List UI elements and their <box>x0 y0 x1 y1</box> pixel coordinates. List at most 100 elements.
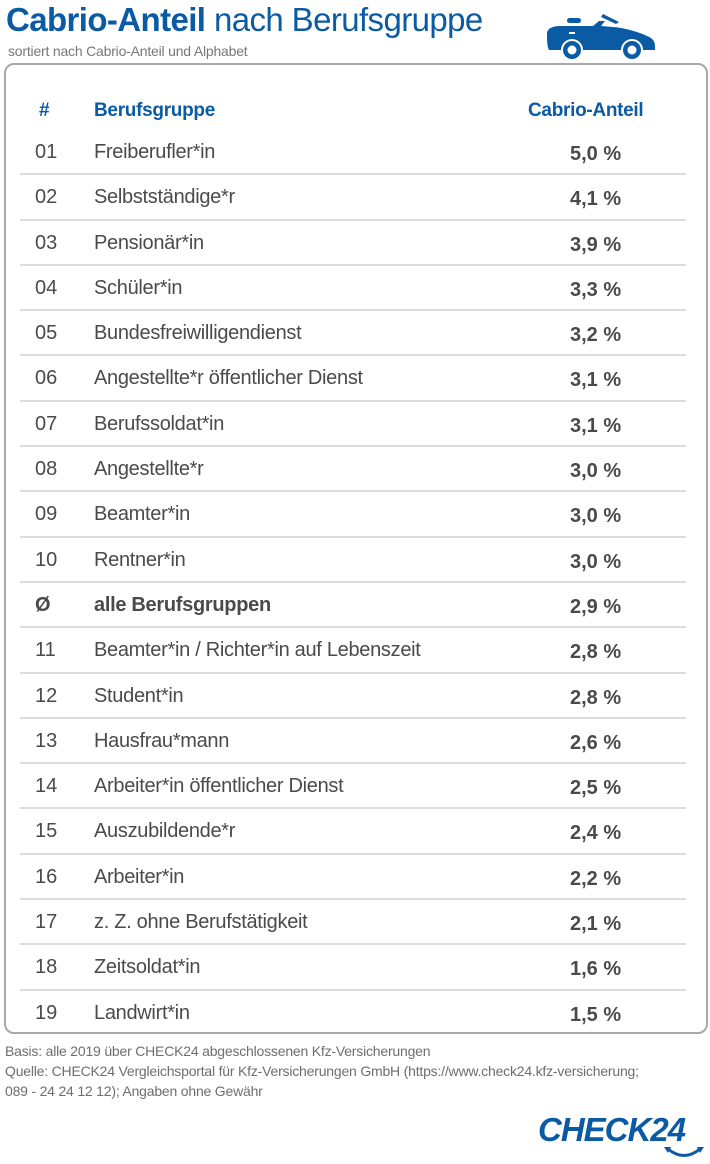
source-line: Quelle: CHECK24 Vergleichsportal für Kfz… <box>5 1063 639 1079</box>
rank: 05 <box>35 322 58 345</box>
group: Arbeiter*in <box>94 865 185 888</box>
table-row: 06 Angestellte*r öffentlicher Dienst 3,1 % <box>0 356 710 402</box>
group: Angestellte*r öffentlicher Dienst <box>94 367 363 390</box>
group: Hausfrau*mann <box>94 729 230 752</box>
table-body: 01 Freiberufler*in 5,0 % 02 Selbstständige*… <box>0 130 710 1036</box>
row-divider <box>20 354 686 357</box>
table-row: 12 Student*in 2,8 % <box>0 674 710 719</box>
row-divider <box>20 716 686 719</box>
rank: 04 <box>35 276 58 299</box>
table-row: 16 Arbeiter*in 2,2 % <box>0 855 710 901</box>
row-divider <box>20 490 686 493</box>
share: 4,1 % <box>570 188 622 211</box>
group: Pensionär*in <box>94 231 204 254</box>
table-row: 08 Angestellte*r 3,0 % <box>0 447 710 493</box>
subtitle: sortiert nach Cabrio-Anteil und Alphabet <box>8 43 248 59</box>
share: 3,0 % <box>570 550 622 573</box>
group: Arbeiter*in öffentlicher Dienst <box>94 775 344 798</box>
row-divider <box>20 535 686 538</box>
table-row: 11 Beamter*in / Richter*in auf Lebenszeit… <box>0 628 710 674</box>
table-row: 13 Hausfrau*mann 2,6 % <box>0 719 710 765</box>
table-row: 19 Landwirt*in 1,5 % <box>0 991 710 1036</box>
group: z. Z. ohne Berufstätigkeit <box>94 911 308 934</box>
group: Zeitsoldat*in <box>94 956 201 979</box>
column-header-share: Cabrio-Anteil <box>528 100 644 121</box>
row-divider <box>20 988 686 991</box>
rank: 07 <box>35 412 58 435</box>
rank: 11 <box>35 639 56 662</box>
share: 3,0 % <box>570 460 622 483</box>
table-frame <box>4 63 708 1034</box>
rank: 10 <box>35 548 58 571</box>
rank: 08 <box>35 458 58 481</box>
row-divider <box>20 898 686 901</box>
row-divider <box>20 173 686 176</box>
row-divider <box>20 762 686 765</box>
share: 2,8 % <box>570 686 622 709</box>
share: 3,1 % <box>570 414 622 437</box>
row-divider <box>20 445 686 448</box>
rank: 17 <box>35 911 58 934</box>
group: Schüler*in <box>94 276 183 299</box>
table-row: 05 Bundesfreiwilligendienst 3,2 % <box>0 311 710 357</box>
share: 2,2 % <box>570 867 622 890</box>
row-divider <box>20 943 686 946</box>
share: 2,1 % <box>570 913 622 936</box>
table-row: 02 Selbstständige*r 4,1 % <box>0 175 710 221</box>
source-note: Basis: alle 2019 über CHECK24 abgeschlos… <box>5 1041 710 1101</box>
rank: 01 <box>35 141 58 163</box>
rank: 13 <box>35 729 58 752</box>
share: 3,1 % <box>570 369 622 392</box>
table-row: 14 Arbeiter*in öffentlicher Dienst 2,5 % <box>0 764 710 810</box>
group: Beamter*in <box>94 503 190 526</box>
share: 3,9 % <box>570 233 622 256</box>
table-row: 15 Auszubildende*r 2,4 % <box>0 809 710 855</box>
row-divider <box>20 399 686 402</box>
title-bold: Cabrio-Anteil <box>6 1 206 38</box>
share: 3,0 % <box>570 505 622 528</box>
group: Freiberufler*in <box>94 141 216 163</box>
share: 3,2 % <box>570 324 622 347</box>
group: Berufssoldat*in <box>94 412 225 435</box>
basis-line: Basis: alle 2019 über CHECK24 abgeschlos… <box>5 1043 431 1059</box>
share: 3,3 % <box>570 278 622 301</box>
share: 5,0 % <box>570 143 622 165</box>
column-header-rank: # <box>39 100 50 121</box>
group: Angestellte*r <box>94 458 204 481</box>
logo-text: CHECK24 <box>538 1111 686 1148</box>
group: Beamter*in / Richter*in auf Lebenszeit <box>94 639 421 662</box>
table-row: 09 Beamter*in 3,0 % <box>0 492 710 538</box>
rank: 19 <box>35 1001 58 1024</box>
share: 2,5 % <box>570 777 622 800</box>
table-row: 04 Schüler*in 3,3 % <box>0 266 710 312</box>
share: 1,6 % <box>570 958 622 981</box>
group: Auszubildende*r <box>94 820 236 843</box>
average-symbol: Ø <box>35 593 51 616</box>
rank: 18 <box>35 956 58 979</box>
rank: 06 <box>35 367 58 390</box>
rank: 14 <box>35 775 58 798</box>
rank: 03 <box>35 231 58 254</box>
table-row: 03 Pensionär*in 3,9 % <box>0 221 710 266</box>
share: 2,9 % <box>570 595 622 618</box>
row-divider <box>20 218 686 221</box>
table-row: 07 Berufssoldat*in 3,1 % <box>0 402 710 448</box>
convertible-car-icon <box>547 14 655 59</box>
rank: 09 <box>35 503 58 526</box>
group: Landwirt*in <box>94 1001 190 1024</box>
group: Bundesfreiwilligendienst <box>94 322 302 345</box>
row-divider <box>20 263 686 266</box>
row-divider <box>20 807 686 810</box>
rank: 16 <box>35 865 58 888</box>
rank: 12 <box>35 684 58 707</box>
table-row: 17 z. Z. ohne Berufstätigkeit 2,1 % <box>0 900 710 946</box>
row-divider <box>20 626 686 629</box>
rank: 02 <box>35 186 58 209</box>
column-header-group: Berufsgruppe <box>94 100 215 121</box>
share: 2,8 % <box>570 641 622 664</box>
table-row: 01 Freiberufler*in 5,0 % <box>0 130 710 176</box>
group: Rentner*in <box>94 548 186 571</box>
title-regular: nach Berufsgruppe <box>205 1 483 38</box>
share: 2,4 % <box>570 822 622 845</box>
